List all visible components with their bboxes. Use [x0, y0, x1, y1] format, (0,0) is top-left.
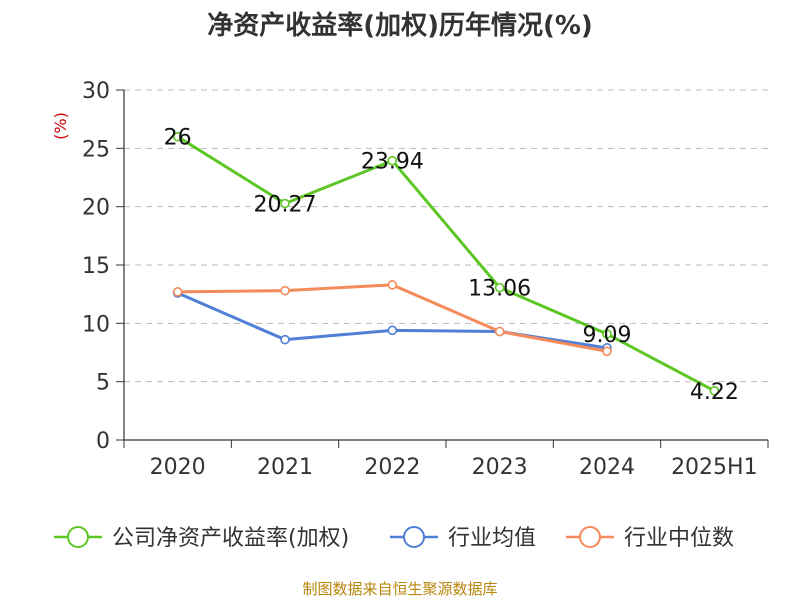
y-tick-label: 15 [82, 254, 110, 279]
series-lines [172, 131, 720, 396]
data-labels: 26 20.27 23.94 13.06 9.09 4.22 [164, 126, 739, 405]
series-line [176, 135, 716, 393]
x-tick-label: 2024 [579, 455, 635, 480]
grid-lines [124, 89, 768, 383]
legend-label: 行业均值 [448, 526, 536, 551]
x-tick-label: 2022 [364, 455, 420, 480]
series-line [177, 283, 608, 353]
legend-item: 行业中位数 [566, 526, 734, 551]
legend-item: 行业均值 [390, 526, 536, 551]
legend-marker [403, 526, 425, 548]
data-point [280, 334, 290, 345]
data-label: 20.27 [254, 193, 317, 218]
data-label: 9.09 [583, 323, 632, 348]
legend-label: 公司净资产收益率(加权) [112, 526, 349, 551]
y-tick-label: 20 [82, 196, 110, 221]
data-point [387, 280, 398, 290]
data-point [280, 198, 290, 209]
legend: 公司净资产收益率(加权) 行业均值 行业中位数 [54, 526, 734, 551]
data-point [709, 385, 720, 396]
data-point [172, 287, 183, 297]
data-point [602, 329, 612, 339]
source-note: 制图数据来自恒生聚源数据库 [302, 580, 497, 598]
chart-title: 净资产收益率(加权)历年情况(%) [207, 10, 593, 41]
data-point [387, 325, 398, 336]
legend-label: 行业中位数 [624, 526, 734, 551]
data-label: 13.06 [468, 277, 531, 302]
legend-item: 公司净资产收益率(加权) [54, 526, 349, 551]
data-label: 4.22 [690, 380, 739, 405]
x-tick-label: 2023 [472, 455, 528, 480]
data-point [602, 346, 612, 357]
y-axis-unit: (%) [51, 112, 70, 140]
y-tick-label: 5 [96, 371, 110, 396]
data-label: 23.94 [361, 150, 424, 175]
x-tick-label: 2020 [150, 455, 206, 480]
data-point [387, 155, 398, 166]
x-tick-label: 2021 [257, 455, 313, 480]
data-label: 26 [164, 126, 192, 151]
data-point [280, 285, 290, 296]
y-tick-label: 0 [96, 429, 110, 454]
x-tick-label: 2025H1 [671, 455, 758, 480]
y-tick-label: 30 [82, 79, 110, 104]
legend-marker [67, 526, 89, 548]
axes: 0 5 10 15 20 25 30 2020 2021 2022 2023 2024 2025H1 [82, 79, 769, 480]
data-point [172, 131, 183, 142]
data-point [494, 326, 505, 337]
y-tick-label: 10 [82, 312, 110, 337]
data-point [494, 282, 505, 293]
y-tick-label: 25 [82, 137, 110, 162]
legend-marker [579, 526, 601, 548]
